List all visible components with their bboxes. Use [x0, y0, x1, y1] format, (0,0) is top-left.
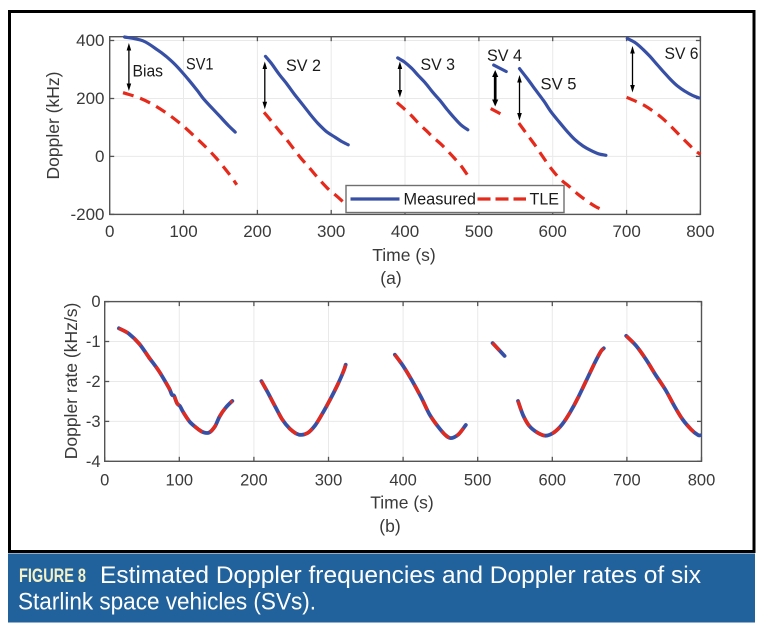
svg-text:-4: -4	[86, 453, 101, 471]
svg-text:Measured: Measured	[404, 191, 477, 209]
svg-text:500: 500	[465, 222, 493, 241]
svg-text:800: 800	[688, 472, 716, 490]
svg-text:Doppler (kHz): Doppler (kHz)	[43, 72, 63, 180]
svg-text:-1: -1	[86, 333, 101, 351]
svg-text:Time (s): Time (s)	[370, 493, 434, 513]
svg-text:200: 200	[243, 222, 271, 241]
svg-text:FIGURE 8: FIGURE 8	[19, 566, 86, 587]
svg-text:SV 4: SV 4	[487, 46, 522, 65]
svg-text:200: 200	[76, 89, 104, 108]
svg-text:Time (s): Time (s)	[372, 245, 436, 265]
svg-text:-3: -3	[86, 413, 101, 431]
svg-text:100: 100	[166, 472, 194, 490]
svg-text:(a): (a)	[380, 268, 401, 288]
svg-text:Bias: Bias	[133, 62, 164, 81]
svg-text:SV1: SV1	[186, 54, 214, 73]
svg-text:SV 3: SV 3	[421, 55, 456, 74]
svg-text:700: 700	[612, 222, 640, 241]
svg-text:-2: -2	[86, 373, 101, 391]
svg-text:800: 800	[686, 222, 714, 241]
svg-text:-200: -200	[70, 205, 104, 224]
svg-text:Starlink space vehicles (SVs).: Starlink space vehicles (SVs).	[18, 589, 316, 616]
svg-text:400: 400	[389, 472, 417, 490]
svg-text:200: 200	[240, 472, 268, 490]
svg-text:600: 600	[539, 222, 567, 241]
svg-text:Doppler rate (kHz/s): Doppler rate (kHz/s)	[61, 303, 81, 460]
svg-text:0: 0	[105, 222, 114, 241]
svg-text:Estimated Doppler frequencies: Estimated Doppler frequencies and Dopple…	[100, 562, 701, 589]
svg-text:(b): (b)	[379, 516, 400, 536]
svg-text:0: 0	[91, 293, 100, 311]
svg-text:300: 300	[317, 222, 345, 241]
svg-text:SV 2: SV 2	[286, 56, 321, 75]
svg-text:0: 0	[100, 472, 109, 490]
svg-text:0: 0	[95, 147, 104, 166]
svg-text:700: 700	[613, 472, 641, 490]
svg-text:TLE: TLE	[530, 191, 560, 209]
svg-text:100: 100	[169, 222, 197, 241]
svg-text:300: 300	[315, 472, 343, 490]
svg-text:SV 5: SV 5	[541, 75, 577, 94]
svg-text:600: 600	[539, 472, 567, 490]
svg-text:400: 400	[76, 31, 104, 50]
svg-text:400: 400	[391, 222, 419, 241]
svg-text:500: 500	[464, 472, 492, 490]
svg-text:SV 6: SV 6	[665, 44, 699, 63]
